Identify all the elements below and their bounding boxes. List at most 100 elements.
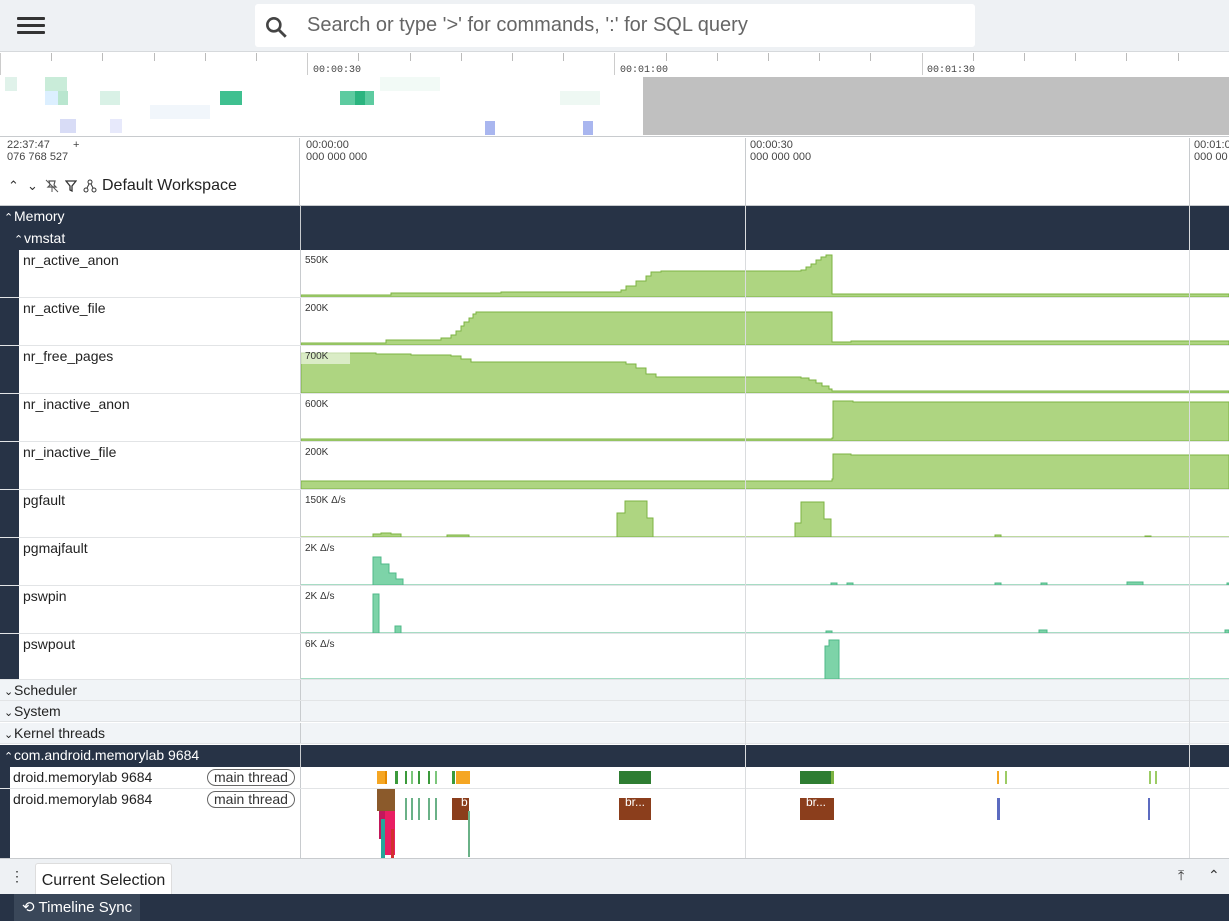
search-icon (266, 17, 287, 38)
track-name: pgfault (23, 492, 66, 508)
chevron-down-icon[interactable]: ⌄ (4, 707, 14, 719)
heatmap-cell (583, 121, 593, 135)
heatmap-cell (5, 77, 17, 91)
heatmap-cell (355, 91, 365, 105)
track-scale: 2K Δ/s (305, 543, 335, 554)
track-name: nr_inactive_file (23, 444, 117, 460)
slice (381, 819, 385, 858)
track-scale: 700K (301, 349, 351, 364)
thread-state-track[interactable]: droid.memorylab 9684 main thread (0, 767, 1229, 789)
heatmap-cell (220, 91, 242, 105)
counter-plot (301, 400, 1229, 441)
slice (411, 798, 413, 820)
overview-tick (922, 53, 923, 75)
chevron-down-icon[interactable]: ⌄ (4, 686, 14, 698)
menu-icon[interactable] (15, 13, 47, 39)
counter-track[interactable]: nr_active_file 200K (0, 298, 1229, 346)
group-scheduler[interactable]: ⌄Scheduler (0, 680, 1229, 701)
heatmap-cell (45, 77, 67, 91)
overview-tick (1024, 53, 1025, 61)
track-scale: 150K Δ/s (305, 495, 346, 506)
overview-tick (358, 53, 359, 61)
thread-state-block (1005, 771, 1007, 784)
overview-tick (102, 53, 103, 61)
track-name: droid.memorylab 9684 (13, 769, 153, 785)
counter-plot (301, 453, 1229, 489)
thread-slice-track[interactable]: droid.memorylab 9684 main thread b br...… (0, 789, 1229, 858)
counter-track[interactable]: nr_inactive_file 200K (0, 442, 1229, 490)
thread-state-block (1155, 771, 1157, 784)
overview-tick (870, 53, 871, 61)
overview-tick (717, 53, 718, 61)
omnibox[interactable] (255, 4, 975, 47)
timeline-overview[interactable]: 00:00:30 00:01:00 00:01:30 (0, 53, 1229, 137)
counter-track[interactable]: pgfault 150K Δ/s (0, 490, 1229, 538)
overview-label-60s: 00:01:00 (620, 65, 669, 76)
overview-tick (1075, 53, 1076, 61)
group-kernel-threads[interactable]: ⌄Kernel threads (0, 723, 1229, 744)
group-vmstat[interactable]: ⌃vmstat (0, 228, 1229, 250)
overview-visible-window-shade[interactable] (643, 77, 1229, 135)
overview-heatmap (5, 77, 600, 135)
track-name: pswpout (23, 636, 76, 652)
overview-tick (51, 53, 52, 61)
chevron-up-icon[interactable]: ⌃ (1208, 867, 1220, 883)
counter-track[interactable]: pswpout 6K Δ/s (0, 634, 1229, 680)
expand-all-icon[interactable]: ⌃ (8, 178, 19, 193)
thread-state-plot (377, 771, 1157, 784)
chevron-up-icon[interactable]: ⌃ (4, 751, 14, 763)
chevron-up-icon[interactable]: ⌃ (4, 212, 14, 224)
workspace-icon[interactable] (80, 177, 99, 195)
time-axis: 22:37:47 076 768 527 + ⌃ ⌄ Default Worksp… (0, 138, 1229, 206)
collapse-all-icon[interactable]: ⌄ (27, 178, 38, 193)
slice (1148, 798, 1150, 820)
tab-current-selection[interactable]: Current Selection (35, 863, 172, 896)
counter-track[interactable]: pgmajfault 2K Δ/s (0, 538, 1229, 586)
heatmap-cell (485, 121, 495, 135)
axis-mark-0: 00:00:00 000 000 000 (306, 139, 368, 163)
chevron-down-icon[interactable]: ⌄ (4, 729, 14, 741)
top-bar (0, 0, 1229, 52)
overview-tick (1126, 53, 1127, 61)
track-name: nr_active_file (23, 300, 106, 316)
group-process[interactable]: ⌃com.android.memorylab 9684 (0, 745, 1229, 767)
slice (391, 829, 394, 858)
track-name: pgmajfault (23, 540, 88, 556)
filter-icon[interactable] (61, 177, 80, 195)
track-scale: 6K Δ/s (305, 639, 335, 650)
group-memory[interactable]: ⌃Memory (0, 206, 1229, 228)
counter-plot (301, 352, 1229, 393)
track-name: nr_free_pages (23, 348, 114, 364)
maximize-panel-icon[interactable]: ⤒ (1178, 867, 1185, 883)
workspace-selector[interactable]: Default Workspace (102, 177, 237, 194)
thread-state-block (800, 771, 832, 784)
track-panel[interactable]: ⌃Memory ⌃vmstat nr_active_anon 550K nr_a… (0, 206, 1229, 858)
grid-line (745, 206, 746, 858)
timeline-sync-button[interactable]: ⟲ Timeline Sync (14, 894, 141, 921)
counter-track[interactable]: nr_inactive_anon 600K (0, 394, 1229, 442)
axis-mark-30s: 00:00:30 000 000 000 (750, 139, 812, 163)
slice (452, 798, 469, 820)
thread-state-block (452, 771, 455, 784)
axis-mark-60s: 00:01:0 000 00 (1194, 139, 1229, 163)
counter-track[interactable]: nr_active_anon 550K (0, 250, 1229, 298)
counter-track[interactable]: nr_free_pages 700K (0, 346, 1229, 394)
more-vert-icon[interactable]: ⋮ (10, 868, 24, 884)
overview-tick (0, 53, 1, 75)
slice-label: b (461, 795, 468, 809)
origin-plus: + (73, 139, 80, 151)
unpin-icon[interactable] (42, 177, 61, 195)
thread-state-block (405, 771, 407, 784)
chevron-up-icon[interactable]: ⌃ (14, 234, 24, 246)
search-input[interactable] (307, 10, 957, 40)
counter-track[interactable]: pswpin 2K Δ/s (0, 586, 1229, 634)
counter-plot (301, 311, 1229, 345)
thread-state-block (831, 771, 834, 784)
group-system[interactable]: ⌄System (0, 701, 1229, 722)
main-thread-tag: main thread (207, 769, 295, 786)
thread-state-block (395, 771, 398, 784)
heatmap-cell (380, 77, 440, 91)
overview-tick (154, 53, 155, 61)
heatmap-cell (58, 91, 68, 105)
overview-label-90s: 00:01:30 (927, 65, 976, 76)
